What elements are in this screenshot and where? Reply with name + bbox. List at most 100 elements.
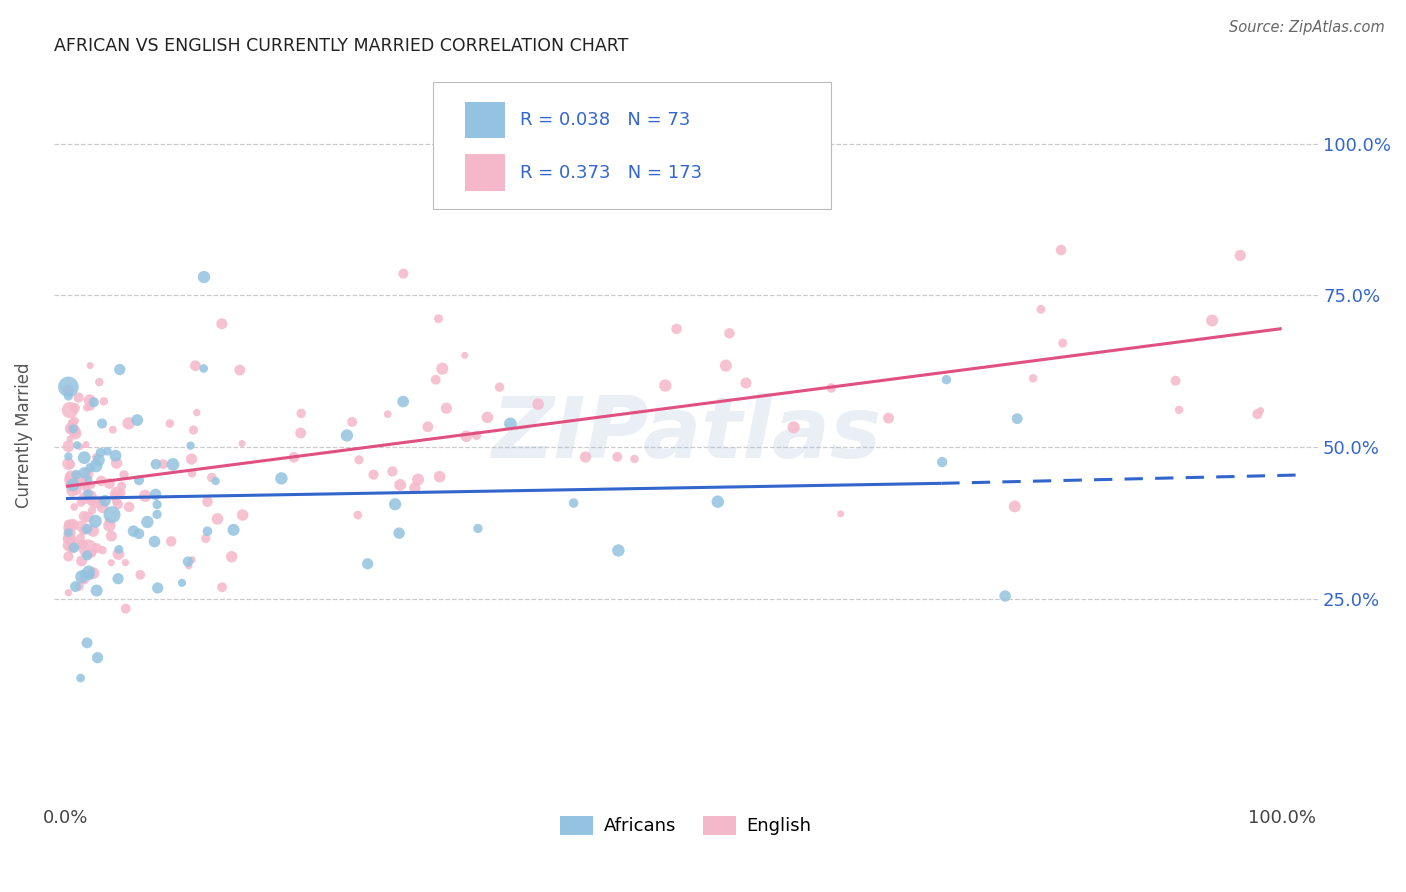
Point xyxy=(1201,313,1223,327)
Point xyxy=(73,509,96,524)
Point xyxy=(60,532,83,546)
Point xyxy=(79,359,101,373)
Point xyxy=(110,486,132,500)
Point xyxy=(105,485,128,500)
Point xyxy=(270,471,292,485)
Point xyxy=(73,573,96,587)
Point xyxy=(98,476,121,491)
Point xyxy=(231,436,253,450)
Point xyxy=(1164,374,1187,388)
Point xyxy=(122,524,145,538)
Point xyxy=(80,478,103,492)
Point xyxy=(72,476,94,491)
Point xyxy=(58,585,80,599)
Point xyxy=(100,556,122,570)
Point xyxy=(87,453,110,467)
Point xyxy=(527,397,550,411)
Point xyxy=(181,467,204,481)
Point xyxy=(105,494,128,508)
Point xyxy=(76,467,98,481)
Point xyxy=(820,381,842,395)
Point xyxy=(90,497,112,511)
Point xyxy=(62,478,84,492)
Point xyxy=(114,556,136,570)
Point xyxy=(194,532,217,546)
Point xyxy=(58,532,80,546)
Point xyxy=(59,458,82,472)
Point xyxy=(70,570,93,584)
Point xyxy=(59,473,82,487)
Point xyxy=(162,458,184,472)
Point xyxy=(388,526,411,541)
Point xyxy=(80,490,103,504)
Point xyxy=(204,474,226,488)
Point xyxy=(73,450,96,465)
Point xyxy=(356,557,378,571)
Point xyxy=(1004,500,1026,514)
Point xyxy=(65,580,87,594)
Point xyxy=(193,361,215,376)
Point xyxy=(1050,243,1073,257)
Point xyxy=(83,495,105,509)
Point xyxy=(60,541,83,555)
Point xyxy=(707,494,730,508)
Point xyxy=(112,467,135,482)
Point xyxy=(404,481,426,495)
Point xyxy=(76,522,98,536)
Point xyxy=(72,566,94,581)
Point xyxy=(177,555,200,569)
Point xyxy=(714,359,737,373)
Point xyxy=(65,426,87,441)
Point xyxy=(434,401,457,416)
Point xyxy=(58,457,80,471)
Point xyxy=(211,317,233,331)
Point xyxy=(62,422,84,436)
Point xyxy=(59,469,82,483)
Point xyxy=(186,406,208,420)
Point xyxy=(363,467,385,482)
Point xyxy=(392,394,415,409)
Point xyxy=(83,395,105,409)
Legend: Africans, English: Africans, English xyxy=(551,807,821,845)
Point xyxy=(96,444,118,458)
Point xyxy=(60,484,83,499)
Point xyxy=(82,524,104,538)
Point xyxy=(127,413,149,427)
Point xyxy=(392,267,415,281)
Point xyxy=(58,384,80,398)
Point xyxy=(346,508,368,522)
Point xyxy=(80,494,103,508)
Point xyxy=(58,450,80,464)
Point xyxy=(1246,407,1268,421)
Point xyxy=(77,541,100,556)
Point xyxy=(994,589,1017,603)
Point xyxy=(177,558,200,573)
Point xyxy=(456,429,478,443)
Point xyxy=(1250,403,1272,417)
Point xyxy=(347,452,370,467)
Point xyxy=(69,579,91,593)
Point xyxy=(718,326,741,341)
Point xyxy=(60,472,83,486)
Point xyxy=(623,452,645,467)
Text: Source: ZipAtlas.com: Source: ZipAtlas.com xyxy=(1229,20,1385,35)
Point xyxy=(1168,402,1191,417)
Point xyxy=(58,525,80,540)
Point xyxy=(65,483,87,497)
Point xyxy=(128,526,150,541)
Point xyxy=(118,500,141,514)
Point xyxy=(62,423,84,437)
Point xyxy=(197,524,219,539)
Point xyxy=(84,450,107,464)
Point xyxy=(59,516,82,531)
Point xyxy=(93,497,115,511)
Point xyxy=(90,446,112,460)
Point xyxy=(499,417,522,431)
Point xyxy=(72,524,94,538)
Point xyxy=(89,375,111,389)
Point xyxy=(134,489,156,503)
Point xyxy=(59,403,82,417)
Point xyxy=(1229,248,1251,262)
Point xyxy=(59,422,82,436)
Point xyxy=(58,549,80,564)
